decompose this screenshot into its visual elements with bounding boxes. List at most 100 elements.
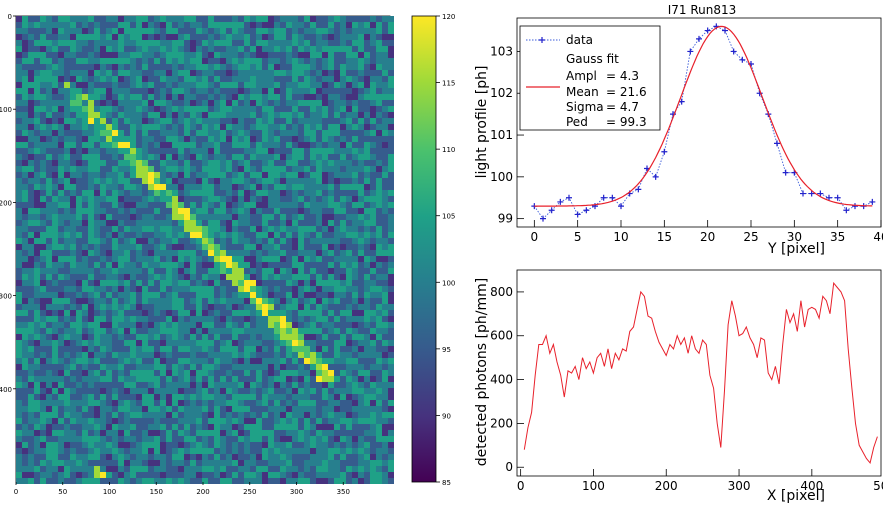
heatmap-cell [58, 88, 64, 94]
heatmap-cell [58, 400, 64, 406]
heatmap-cell [274, 298, 280, 304]
heatmap-cell [22, 214, 28, 220]
heatmap-cell [88, 106, 94, 112]
y-tick-label: 103 [490, 44, 513, 58]
heatmap-cell [286, 154, 292, 160]
heatmap-cell [286, 106, 292, 112]
heatmap-cell [292, 412, 298, 418]
heatmap-cell [100, 448, 106, 454]
heatmap-cell [112, 22, 118, 28]
heatmap-cell [40, 394, 46, 400]
heatmap-cell [70, 46, 76, 52]
heatmap-cell [328, 106, 334, 112]
heatmap-cell [388, 460, 394, 466]
heatmap-cell [304, 316, 310, 322]
heatmap-cell [46, 358, 52, 364]
heatmap-cell [106, 34, 112, 40]
heatmap-cell [172, 262, 178, 268]
heatmap-cell [160, 304, 166, 310]
heatmap-cell [142, 322, 148, 328]
heatmap-cell [34, 88, 40, 94]
heatmap-cell [244, 268, 250, 274]
heatmap-cell [376, 334, 382, 340]
heatmap-cell [148, 298, 154, 304]
heatmap-cell [262, 244, 268, 250]
heatmap-cell [388, 400, 394, 406]
heatmap-cell [238, 190, 244, 196]
heatmap-cell [364, 244, 370, 250]
heatmap-cell [94, 154, 100, 160]
heatmap-cell [76, 286, 82, 292]
heatmap-cell [178, 244, 184, 250]
heatmap-cell [58, 478, 64, 484]
heatmap-cell [76, 310, 82, 316]
heatmap-cell [292, 310, 298, 316]
heatmap-cell [70, 460, 76, 466]
heatmap-cell [358, 460, 364, 466]
heatmap-cell [52, 16, 58, 22]
heatmap-cell [160, 100, 166, 106]
heatmap-cell [130, 268, 136, 274]
heatmap-cell [334, 220, 340, 226]
heatmap-cell [340, 124, 346, 130]
heatmap-cell [358, 328, 364, 334]
heatmap-cell [376, 40, 382, 46]
heatmap-cell [88, 388, 94, 394]
heatmap-cell [106, 208, 112, 214]
heatmap-cell [226, 310, 232, 316]
heatmap-cell [256, 448, 262, 454]
heatmap-cell [172, 388, 178, 394]
heatmap-cell [184, 190, 190, 196]
heatmap-cell [28, 130, 34, 136]
heatmap-cell [100, 400, 106, 406]
heatmap-cell [286, 196, 292, 202]
heatmap-cell [304, 202, 310, 208]
heatmap-cell [22, 58, 28, 64]
heatmap-cell [286, 118, 292, 124]
heatmap-cell [124, 100, 130, 106]
heatmap-cell [316, 316, 322, 322]
heatmap-cell [166, 196, 172, 202]
heatmap-cell [280, 340, 286, 346]
heatmap-cell [178, 412, 184, 418]
heatmap-cell [220, 22, 226, 28]
heatmap-cell [172, 106, 178, 112]
heatmap-cell [340, 220, 346, 226]
heatmap-cell [334, 256, 340, 262]
heatmap-cell [388, 46, 394, 52]
heatmap-cell [220, 424, 226, 430]
heatmap-cell [172, 118, 178, 124]
heatmap-cell [94, 364, 100, 370]
heatmap-cell [130, 400, 136, 406]
heatmap-cell [196, 334, 202, 340]
heatmap-cell [64, 64, 70, 70]
heatmap-cell [154, 70, 160, 76]
heatmap-cell [58, 418, 64, 424]
heatmap-cell [40, 178, 46, 184]
heatmap-cell [82, 76, 88, 82]
heatmap-cell [34, 382, 40, 388]
heatmap-cell [352, 352, 358, 358]
heatmap-cell [232, 442, 238, 448]
heatmap-cell [184, 400, 190, 406]
heatmap-cell [238, 406, 244, 412]
heatmap-cell [94, 298, 100, 304]
heatmap-cell [244, 328, 250, 334]
heatmap-cell [238, 106, 244, 112]
heatmap-cell [358, 52, 364, 58]
x-tick-label: 20 [700, 230, 715, 244]
heatmap-cell [154, 460, 160, 466]
heatmap-cell [268, 286, 274, 292]
heatmap-cell [358, 472, 364, 478]
heatmap-cell [316, 436, 322, 442]
heatmap-cell [388, 118, 394, 124]
heatmap-cell [340, 346, 346, 352]
heatmap-cell [340, 478, 346, 484]
heatmap-cell [118, 160, 124, 166]
heatmap-cell [304, 136, 310, 142]
heatmap-cell [100, 214, 106, 220]
heatmap-cell [70, 214, 76, 220]
heatmap-cell [322, 202, 328, 208]
heatmap-cell [274, 358, 280, 364]
heatmap-cell [346, 76, 352, 82]
